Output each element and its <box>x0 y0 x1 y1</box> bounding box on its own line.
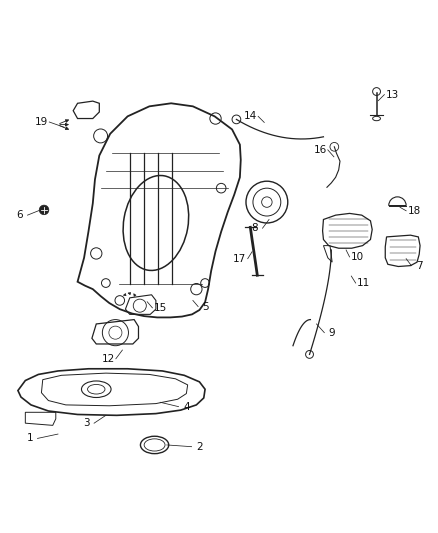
Text: 9: 9 <box>329 328 336 337</box>
Text: 3: 3 <box>83 418 89 428</box>
Text: 11: 11 <box>357 278 370 288</box>
Text: 8: 8 <box>251 223 258 233</box>
Text: 2: 2 <box>196 442 203 451</box>
Text: 16: 16 <box>313 145 327 155</box>
Text: 5: 5 <box>203 302 209 312</box>
Text: 15: 15 <box>154 303 167 313</box>
Text: 13: 13 <box>385 90 399 100</box>
Text: 1: 1 <box>26 433 33 443</box>
Text: 4: 4 <box>183 402 190 411</box>
Text: 7: 7 <box>416 261 423 271</box>
Text: 19: 19 <box>35 117 48 127</box>
Text: 12: 12 <box>101 354 115 364</box>
Circle shape <box>39 205 49 215</box>
Text: 17: 17 <box>233 254 247 264</box>
Text: 6: 6 <box>16 210 23 220</box>
Text: 14: 14 <box>244 111 257 122</box>
Text: 18: 18 <box>407 206 420 216</box>
Text: 10: 10 <box>351 252 364 262</box>
